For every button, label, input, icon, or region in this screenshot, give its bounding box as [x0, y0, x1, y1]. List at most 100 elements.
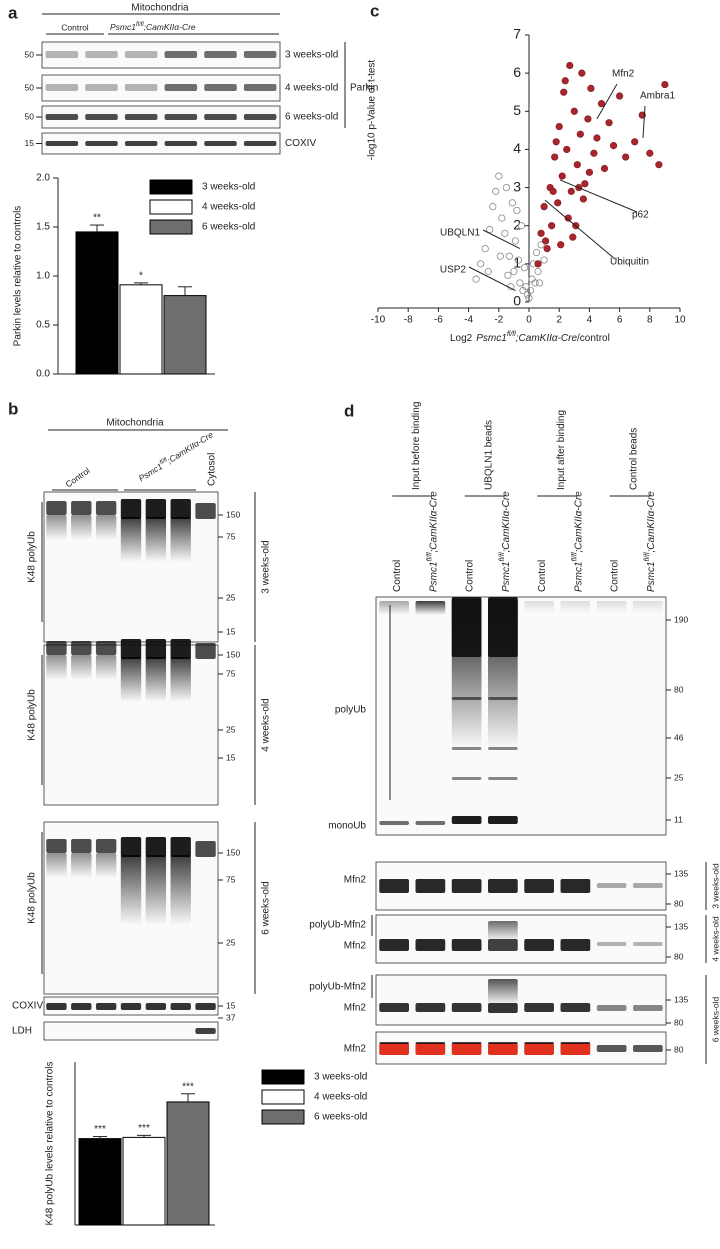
point	[498, 214, 506, 222]
blot-band	[120, 1003, 142, 1010]
text-part: /control	[577, 333, 610, 344]
marker-label: 25	[674, 772, 684, 782]
blot-band	[95, 1003, 117, 1010]
text-part: Psmc1	[573, 561, 584, 592]
blot-band	[145, 499, 167, 519]
blot-band	[596, 601, 627, 613]
blot-label: polyUb-Mfn2	[309, 982, 366, 993]
x-tick-label: -8	[404, 315, 413, 326]
y-tick-label: 1	[513, 255, 521, 271]
y-tick-label: 1.5	[36, 222, 50, 233]
legend-label: 6 weeks-old	[202, 222, 255, 233]
point	[573, 161, 581, 169]
blot-band	[524, 1003, 554, 1012]
point	[549, 187, 557, 195]
blot-band	[488, 777, 518, 780]
blot-band	[204, 141, 237, 146]
blot-label: COXIV	[12, 1001, 43, 1012]
point	[555, 122, 563, 131]
blot-band	[204, 51, 237, 58]
panel-letter: c	[370, 1, 379, 20]
point	[566, 61, 574, 70]
text-part: fl/fl	[136, 22, 144, 28]
point	[486, 225, 494, 234]
blot-band	[124, 84, 158, 91]
bar	[119, 284, 163, 375]
blot-band	[120, 639, 142, 659]
group-label: Cytosol	[207, 453, 218, 486]
row-label: 4 weeks-old	[285, 83, 338, 94]
legend-label: 6 weeks-old	[314, 1112, 367, 1123]
significance: ***	[138, 1123, 150, 1134]
point	[542, 237, 550, 245]
point	[605, 119, 613, 127]
point	[585, 168, 594, 176]
y-tick-label: 1.0	[36, 271, 50, 282]
point	[517, 222, 526, 230]
panel-letter: b	[8, 399, 18, 418]
blot-band	[71, 839, 92, 853]
blot-band	[560, 879, 591, 893]
y-tick-label: 0.0	[36, 369, 50, 380]
text-part: Psmc1	[110, 22, 136, 32]
lane-label: Control	[537, 560, 548, 592]
marker-label: 135	[674, 921, 688, 931]
point	[537, 229, 545, 237]
blot-band	[488, 879, 518, 893]
point	[504, 271, 512, 279]
blot-band	[170, 639, 191, 659]
blot-label: monoUb	[328, 821, 366, 832]
blot-band	[488, 597, 518, 657]
y-tick-label: 2.0	[36, 173, 50, 184]
text-part: ;CamKIIα-Cre	[144, 22, 196, 32]
marker-label: 50	[25, 49, 35, 59]
blot-band	[195, 841, 216, 857]
bar	[78, 1138, 122, 1226]
point	[505, 252, 513, 260]
blot-band	[164, 141, 198, 146]
blot-band	[488, 979, 518, 1005]
point	[522, 283, 530, 291]
legend-swatch	[261, 1069, 305, 1085]
marker-label: 135	[674, 868, 688, 878]
bar	[75, 231, 119, 375]
marker-label: 15	[226, 752, 236, 762]
text-part: Psmc1	[428, 561, 439, 592]
age-label: 4 weeks-old	[710, 916, 720, 962]
blot-band	[95, 515, 117, 540]
point	[535, 279, 544, 287]
blot-band	[195, 503, 216, 519]
blot-band	[124, 114, 158, 120]
blot-band	[95, 501, 117, 515]
text-part: ;CamKIIα-Cre	[516, 333, 578, 344]
marker-label: 190	[674, 614, 688, 624]
point	[484, 267, 492, 276]
blot-band	[71, 501, 92, 515]
legend-swatch	[149, 199, 193, 215]
point	[587, 84, 595, 93]
point	[511, 237, 520, 245]
significance: ***	[94, 1124, 106, 1135]
blot-band	[488, 1042, 518, 1044]
blot-band	[120, 855, 142, 925]
blot-band	[596, 883, 627, 888]
point	[597, 100, 606, 108]
marker-label: 75	[226, 531, 236, 541]
x-tick-label: 10	[674, 315, 686, 326]
blot	[375, 596, 667, 836]
bar	[166, 1101, 210, 1226]
blot-band	[451, 777, 482, 780]
blot-band	[379, 1003, 409, 1012]
blot-band	[71, 641, 92, 655]
age-label: 3 weeks-old	[261, 540, 272, 593]
blot-band	[145, 855, 167, 925]
blot-label: K48 polyUb	[27, 872, 38, 924]
point	[472, 275, 480, 283]
blot	[43, 1021, 219, 1041]
blot	[41, 74, 281, 102]
genotype-label: Psmc1fl/fl;CamKIIα-Cre	[644, 491, 657, 592]
blot-band	[124, 141, 158, 146]
blot-label: polyUb-Mfn2	[309, 920, 366, 931]
marker-label: 80	[674, 951, 684, 961]
